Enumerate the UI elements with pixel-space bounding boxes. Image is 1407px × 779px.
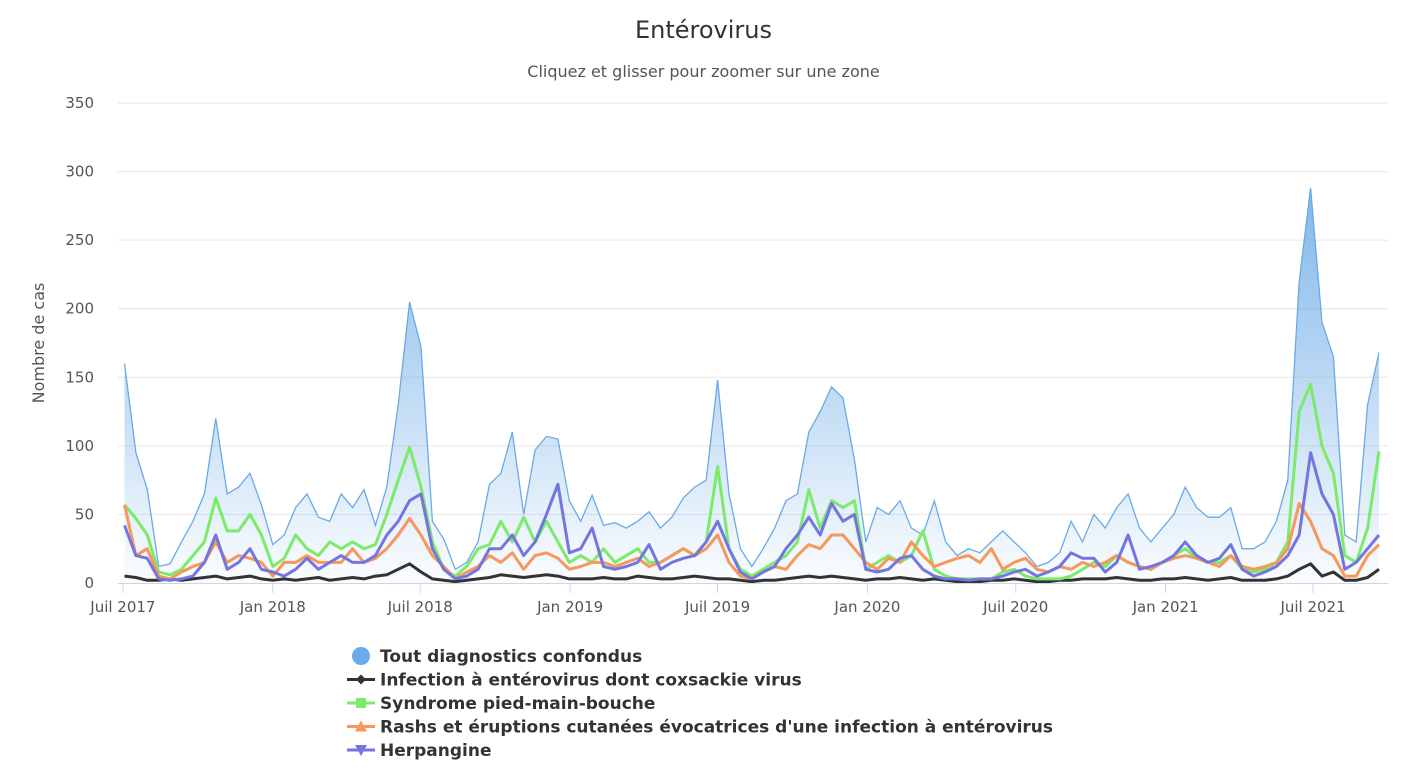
y-tick-label: 150 <box>65 368 94 386</box>
diamond-marker-icon <box>356 674 366 685</box>
x-tick-label: Jan 2018 <box>239 598 306 616</box>
chart-subtitle: Cliquez et glisser pour zoomer sur une z… <box>527 62 880 81</box>
legend-label: Infection à entérovirus dont coxsackie v… <box>380 671 802 691</box>
legend-item[interactable]: Infection à entérovirus dont coxsackie v… <box>347 671 802 691</box>
x-tick-label: Juil 2020 <box>982 598 1048 616</box>
series-line-4[interactable] <box>123 451 1381 582</box>
y-tick-label: 100 <box>65 437 94 455</box>
chart-title: Entérovirus <box>634 16 773 44</box>
x-tick-label: Juil 2018 <box>387 598 453 616</box>
legend-item[interactable]: Herpangine <box>347 741 492 761</box>
y-tick-label: 0 <box>84 574 94 592</box>
series-line-1[interactable] <box>124 562 1380 584</box>
legend-item[interactable]: Rashs et éruptions cutanées évocatrices … <box>347 718 1053 738</box>
legend-label: Rashs et éruptions cutanées évocatrices … <box>380 718 1053 738</box>
x-tick-label: Juil 2017 <box>89 598 155 616</box>
y-axis-label: Nombre de cas <box>29 283 48 404</box>
series-line-total[interactable] <box>123 187 1380 571</box>
x-tick-label: Jan 2019 <box>536 598 603 616</box>
y-tick-label: 300 <box>65 163 94 181</box>
legend-item[interactable]: Tout diagnostics confondus <box>352 647 642 667</box>
y-tick-label: 250 <box>65 231 94 249</box>
triangle-down-marker-icon <box>355 745 367 756</box>
legend-label: Syndrome pied-main-bouche <box>380 694 655 714</box>
legend-label: Tout diagnostics confondus <box>380 647 642 667</box>
square-marker-icon <box>356 698 366 708</box>
y-tick-label: 200 <box>65 300 94 318</box>
triangle-marker-icon <box>355 720 367 732</box>
y-tick-label: 350 <box>65 94 94 112</box>
y-tick-label: 50 <box>75 505 94 523</box>
circle-marker-icon <box>352 647 370 665</box>
legend-label: Herpangine <box>380 741 492 761</box>
legend-item[interactable]: Syndrome pied-main-bouche <box>347 694 655 714</box>
x-tick-label: Jan 2021 <box>1132 598 1199 616</box>
x-tick-label: Jan 2020 <box>833 598 900 616</box>
series-area-total <box>124 188 1380 583</box>
x-tick-label: Juil 2021 <box>1279 598 1345 616</box>
x-tick-label: Juil 2019 <box>684 598 750 616</box>
